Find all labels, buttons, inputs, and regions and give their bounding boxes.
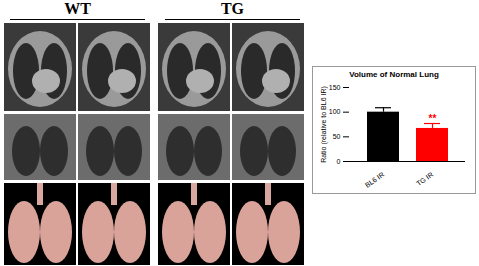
html-text:TG: TG <box>220 0 245 17</box>
html-text:WT: WT <box>64 0 91 17</box>
svg-text:100: 100 <box>329 108 341 115</box>
svg-text:BL6 IR: BL6 IR <box>364 171 386 189</box>
svg-text:Ratio (relative to BL6 IR): Ratio (relative to BL6 IR) <box>320 86 328 163</box>
svg-text:TG IR: TG IR <box>415 171 434 187</box>
svg-text:150: 150 <box>329 84 341 91</box>
svg-text:**: ** <box>429 113 437 124</box>
html-text:Volume of Normal Lung: Volume of Normal Lung <box>349 70 439 79</box>
svg-text:0: 0 <box>337 158 341 165</box>
svg-text:50: 50 <box>333 133 341 140</box>
